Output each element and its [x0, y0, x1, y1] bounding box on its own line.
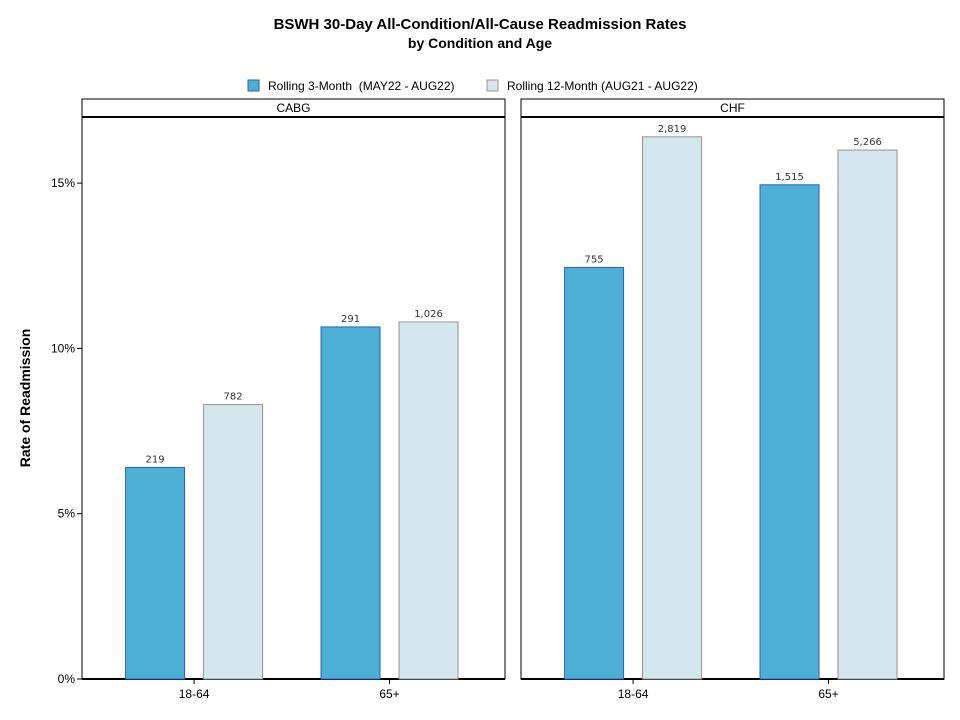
legend-swatch-series-2 [486, 79, 499, 92]
y-tick-label-2: 10% [51, 341, 75, 355]
legend-label-series-2: Rolling 12-Month (AUG21 - AUG22) [507, 79, 698, 93]
legend-swatch-series-1 [247, 79, 260, 92]
bar-cabg-18-64-series-2 [203, 404, 264, 680]
y-axis: 0% 5% 10% 15% [51, 176, 82, 686]
panel-strip-label: CABG [276, 101, 310, 115]
legend-label-series-1: Rolling 3-Month (MAY22 - AUG22) [268, 79, 455, 93]
bar-cabg-65+-series-1 [320, 326, 381, 680]
x-tick-label-65+: 65+ [818, 687, 838, 701]
x-tick-label-65+: 65+ [379, 687, 399, 701]
chart-title: BSWH 30-Day All-Condition/All-Cause Read… [274, 16, 687, 33]
bar-chf-18-64-series-1 [564, 266, 625, 680]
y-tick-label-3: 15% [51, 176, 75, 190]
data-label: 1,026 [414, 309, 443, 320]
y-tick-label-1: 5% [58, 507, 76, 521]
panel-cabg: CABG 18-64 219 782 65+ 291 1,026 [81, 98, 506, 701]
bar-chf-65+-series-2 [837, 149, 898, 680]
data-label: 1,515 [775, 172, 804, 183]
y-axis-label: Rate of Readmission [17, 329, 33, 467]
bar-chf-18-64-series-2 [642, 136, 703, 680]
bar-chf-65+-series-1 [759, 184, 820, 680]
y-tick-label-0: 0% [58, 672, 76, 686]
panel-strip-label: CHF [720, 101, 745, 115]
bar-cabg-65+-series-2 [398, 321, 459, 680]
panels: CABG 18-64 219 782 65+ 291 1,026 CHF 18-64 755 2,8… [81, 98, 945, 701]
panel-chf: CHF 18-64 755 2,819 65+ 1,515 5,266 [520, 98, 945, 701]
x-tick-label-18-64: 18-64 [179, 687, 210, 701]
data-label: 291 [341, 314, 360, 325]
data-label: 5,266 [853, 137, 882, 148]
data-label: 755 [585, 254, 604, 265]
data-label: 219 [146, 454, 165, 465]
data-label: 2,819 [658, 124, 687, 135]
chart-subtitle: by Condition and Age [408, 35, 552, 51]
legend: Rolling 3-Month (MAY22 - AUG22) Rolling … [247, 79, 698, 93]
bar-cabg-18-64-series-1 [125, 466, 186, 680]
data-label: 782 [224, 392, 243, 403]
x-tick-label-18-64: 18-64 [618, 687, 649, 701]
